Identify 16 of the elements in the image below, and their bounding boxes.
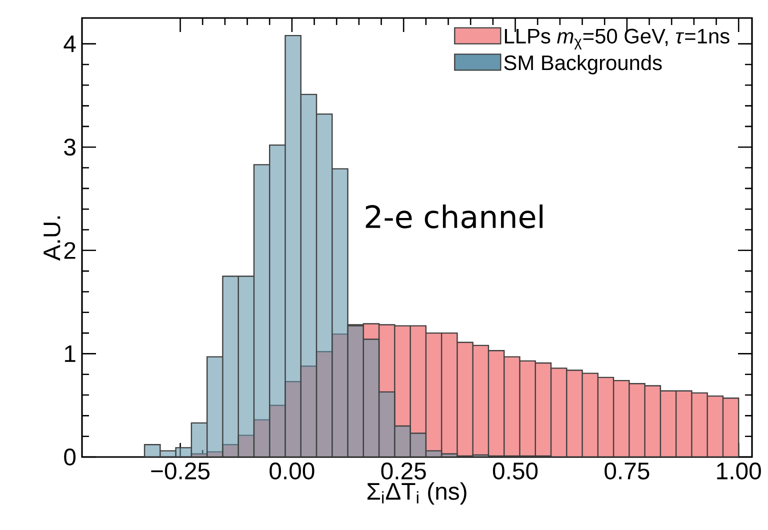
x-tick-label: 0.25	[381, 462, 426, 480]
y-tick-label: 0	[64, 448, 76, 466]
x-tick-label: 0.75	[604, 462, 650, 480]
x-tick-label: −0.25	[151, 462, 210, 480]
x-tick-label: 1.00	[717, 462, 761, 480]
legend-label: LLPs m$_{χ}$=50 GeV, τ=1ns	[504, 28, 730, 50]
legend-label: SM Backgrounds	[504, 54, 662, 74]
y-tick-label: 3	[64, 138, 76, 156]
y-tick-label: 2	[64, 242, 76, 259]
x-tick-label: 0.50	[492, 462, 538, 480]
x-tick-label: 0.00	[270, 462, 314, 480]
y-axis-title: A.U.	[44, 216, 60, 261]
y-tick-label: 4	[64, 36, 76, 52]
annotation: 2-e channel	[366, 204, 542, 228]
x-axis-title: Σ$_{i}$ΔT$_{i}$ (ns)	[367, 482, 466, 505]
y-tick-label: 1	[65, 345, 76, 362]
